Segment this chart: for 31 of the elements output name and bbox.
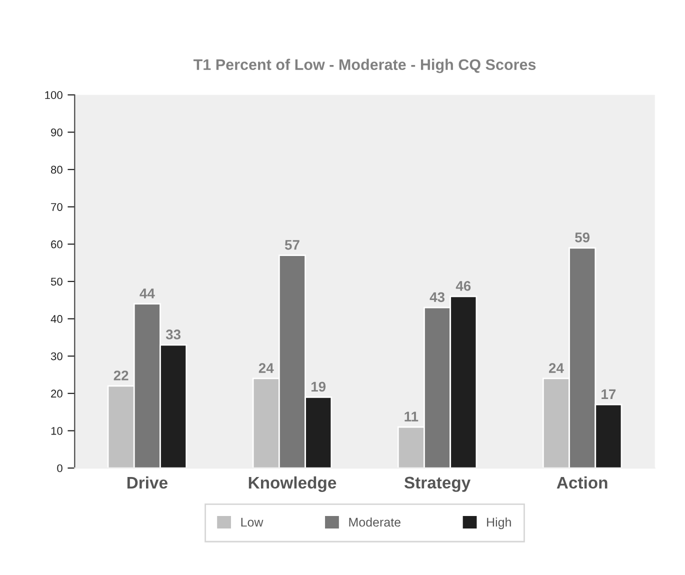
y-tick-label: 30	[50, 352, 62, 360]
data-label: 43	[430, 292, 445, 302]
data-label: 17	[602, 389, 616, 399]
data-label: 44	[140, 288, 155, 298]
data-label: 57	[284, 240, 300, 250]
y-tick-label: 50	[50, 278, 62, 286]
x-tick-label: Strategy	[404, 476, 471, 492]
y-tick-label: 100	[45, 91, 62, 100]
y-tick-label: 20	[51, 390, 62, 398]
data-label: 24	[548, 363, 564, 373]
legend-label: High	[487, 517, 511, 530]
chart-title: T1 Percent of Low - Moderate - High CQ Scores	[193, 58, 536, 74]
y-tick-label: 70	[51, 203, 62, 211]
data-label: 46	[456, 281, 471, 291]
data-label: 59	[575, 232, 590, 242]
data-label: 33	[166, 330, 181, 340]
y-tick-label: 90	[51, 128, 62, 136]
y-tick-label: 40	[50, 315, 62, 323]
data-label: 19	[312, 382, 326, 392]
y-tick-label: 10	[51, 427, 62, 435]
data-label: 24	[258, 363, 274, 373]
data-label: 11	[404, 412, 418, 422]
x-tick-label: Drive	[127, 476, 168, 489]
x-tick-label: Knowledge	[248, 476, 336, 492]
y-tick-label: 0	[57, 464, 62, 472]
legend-label: Low	[241, 518, 264, 527]
y-tick-label: 80	[50, 166, 62, 174]
x-tick-label: Action	[556, 476, 608, 489]
y-tick-label: 60	[51, 240, 62, 248]
data-label: 22	[114, 370, 128, 380]
legend-label: Moderate	[349, 517, 400, 527]
